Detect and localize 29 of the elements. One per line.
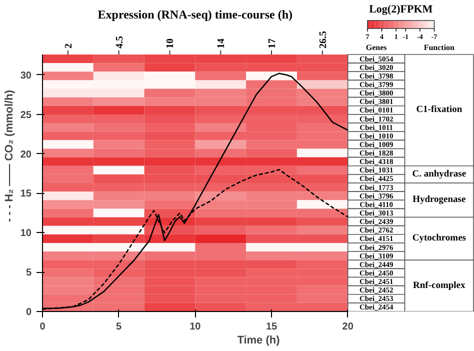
- x-tick-label: 17: [267, 38, 278, 48]
- y-tick-label: 5: [26, 268, 32, 279]
- x-tick-label: 5: [116, 322, 122, 332]
- x-tick-label: 2: [63, 44, 74, 48]
- color-bar-title: Log(2)FPKM: [369, 4, 434, 16]
- x-tick-label: 20: [342, 322, 354, 332]
- text: Function: [424, 43, 456, 52]
- text: Hydrogenase: [412, 195, 466, 206]
- y-tick-label: 30: [20, 70, 32, 82]
- x-tick-label: 26.5: [318, 31, 329, 48]
- chart-title: Expression (RNA-seq) time-course (h): [98, 8, 293, 22]
- y-tick-label: 15: [20, 188, 32, 200]
- x-tick-label: 0: [40, 322, 46, 332]
- x-tick-label: 10: [190, 322, 202, 332]
- text: Genes: [366, 43, 387, 52]
- text: C. anhydrase: [412, 169, 466, 180]
- y-tick-label: 0: [26, 307, 32, 318]
- text: Cytochromes: [412, 234, 466, 244]
- y-tick-label: 25: [20, 110, 32, 121]
- x-tick-label: 4.5: [114, 36, 126, 48]
- y-tick-label: 20: [20, 149, 32, 160]
- y-axis-title: - - - H₂ —— CO₂ (mmol/h): [3, 90, 16, 222]
- y-tick-label: 10: [20, 228, 32, 240]
- x-tick-label: 10: [165, 38, 176, 48]
- x-axis-title: Time (h): [237, 334, 280, 346]
- text: Rnf-complex: [413, 280, 466, 291]
- x-tick-label: 14: [216, 38, 228, 48]
- text: C1-fixation: [416, 105, 463, 116]
- x-tick-label: 15: [266, 322, 278, 332]
